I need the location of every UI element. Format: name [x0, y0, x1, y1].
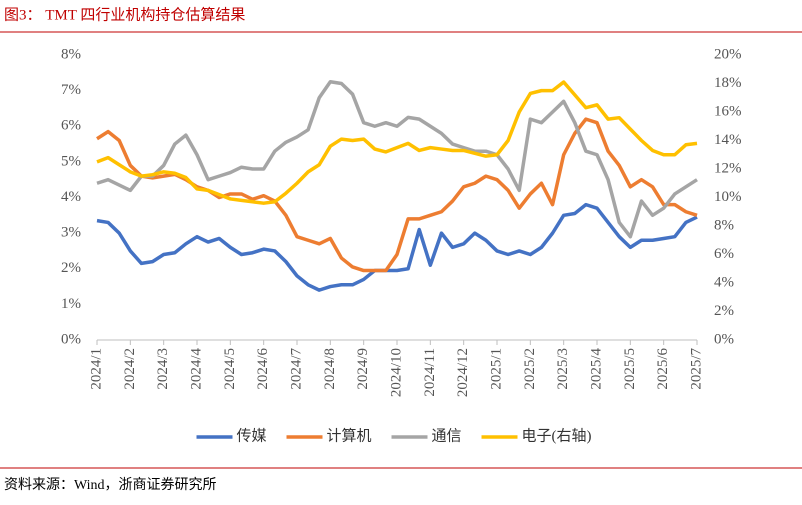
y-tick-label: 6%	[61, 118, 81, 134]
y-tick-label: 8%	[61, 46, 81, 62]
x-tick-label: 2025/2	[522, 348, 538, 390]
x-tick-label: 2025/4	[588, 348, 604, 390]
y-tick-label: 7%	[61, 82, 81, 98]
y-tick-label: 1%	[61, 296, 81, 312]
x-tick-label: 2024/8	[322, 348, 338, 390]
x-tick-label: 2024/11	[422, 348, 438, 397]
series-line	[96, 80, 698, 205]
y2-tick-label: 4%	[714, 274, 734, 290]
x-tick-label: 2024/9	[355, 348, 371, 390]
x-tick-label: 2024/7	[288, 348, 304, 390]
y-tick-label: 3%	[61, 225, 81, 241]
legend-label: 电子(右轴)	[522, 427, 592, 444]
x-tick-label: 2024/2	[122, 348, 138, 390]
x-tick-label: 2025/3	[555, 348, 571, 390]
x-tick-label: 2025/6	[655, 348, 671, 390]
y2-tick-label: 10%	[714, 189, 742, 205]
y-tick-label: 0%	[61, 331, 81, 347]
y2-tick-label: 20%	[714, 46, 742, 62]
y-tick-label: 4%	[61, 189, 81, 205]
x-tick-label: 2024/3	[155, 348, 171, 390]
y2-tick-label: 18%	[714, 75, 742, 91]
x-tick-label: 2025/7	[688, 348, 704, 390]
y2-tick-label: 2%	[714, 303, 734, 319]
series-line	[96, 79, 698, 239]
y-tick-label: 2%	[61, 260, 81, 276]
legend-label: 计算机	[327, 426, 372, 444]
legend-label: 通信	[432, 427, 462, 444]
y2-tick-label: 16%	[714, 103, 742, 119]
y2-tick-label: 6%	[714, 246, 734, 262]
x-tick-label: 2024/1	[88, 348, 104, 390]
x-tick-label: 2024/5	[222, 348, 238, 390]
x-tick-label: 2024/12	[455, 348, 471, 397]
source-note: 资料来源：Wind，浙商证券研究所	[4, 477, 217, 493]
legend-label: 传媒	[237, 427, 267, 444]
x-tick-label: 2025/1	[488, 348, 504, 390]
series-line	[96, 202, 698, 292]
x-tick-label: 2024/6	[255, 348, 271, 390]
y2-tick-label: 14%	[714, 132, 742, 148]
y-tick-label: 5%	[61, 153, 81, 169]
y2-tick-label: 0%	[714, 331, 734, 347]
y2-tick-label: 8%	[714, 217, 734, 233]
x-tick-label: 2024/10	[388, 348, 404, 397]
x-tick-label: 2024/4	[188, 348, 204, 390]
y2-tick-label: 12%	[714, 160, 742, 176]
x-tick-label: 2025/5	[622, 348, 638, 390]
series-line	[96, 117, 698, 273]
chart-title: 图3： TMT 四行业机构持仓估算结果	[4, 5, 245, 23]
